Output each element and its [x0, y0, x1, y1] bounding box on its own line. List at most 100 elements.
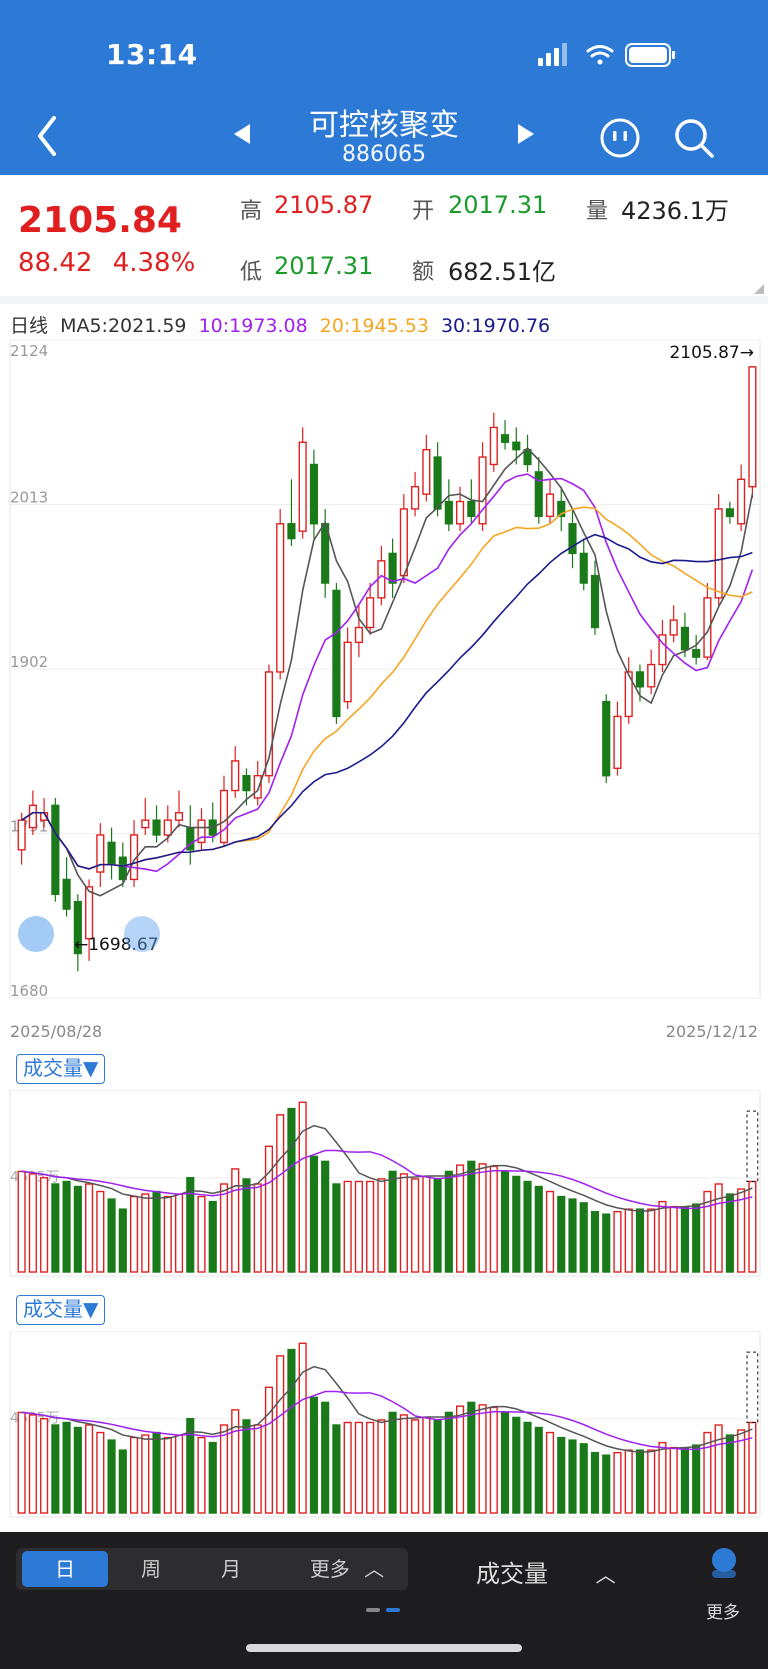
chat-icon[interactable]	[598, 116, 642, 160]
battery-icon	[625, 43, 675, 67]
volume-bar	[242, 1419, 251, 1514]
vol-ma10-line	[21, 1149, 753, 1210]
candle	[96, 834, 105, 873]
candle	[725, 508, 734, 518]
volume-bar	[163, 1436, 172, 1514]
volume-bar	[456, 1164, 465, 1273]
period-more-tab[interactable]: 更多 ︿	[292, 1548, 402, 1590]
period-month-tab[interactable]: 月	[221, 1557, 241, 1581]
volume-bar	[253, 1183, 262, 1273]
candle	[635, 671, 645, 688]
volume-bar	[725, 1193, 734, 1273]
indicator-chevron-up-icon: ︿	[595, 1563, 616, 1587]
volume-bar	[557, 1195, 566, 1273]
volume-bar	[264, 1386, 274, 1514]
candle	[512, 441, 521, 451]
candle	[534, 471, 543, 518]
candle	[444, 500, 453, 525]
volume-bar	[748, 1180, 757, 1273]
candlestick-chart[interactable]: 212420131902179116802105.87→←1698.67	[0, 338, 768, 1018]
volume-bar	[141, 1193, 150, 1273]
volume-bar	[489, 1165, 498, 1273]
candle	[17, 819, 26, 851]
volume-bar	[456, 1405, 465, 1514]
volume-bar	[298, 1342, 307, 1514]
search-icon[interactable]	[672, 116, 716, 160]
quote-panel	[0, 175, 768, 297]
open-value: 2017.31	[448, 191, 548, 219]
volume-bar	[613, 1210, 622, 1273]
back-icon[interactable]	[30, 112, 66, 160]
volume-bar	[197, 1436, 206, 1514]
volume-bar	[568, 1439, 577, 1514]
volume-bar	[658, 1441, 667, 1514]
stock-code: 886065	[342, 142, 426, 167]
low-value: 2017.31	[274, 252, 374, 280]
chevron-up-icon: ︿	[364, 1557, 385, 1581]
candle	[399, 508, 408, 577]
volume-bar	[129, 1195, 139, 1273]
volume-bar	[602, 1454, 611, 1514]
volume-chart-2[interactable]: 4635万	[0, 1331, 768, 1519]
amount-label: 额	[412, 260, 435, 285]
volume-indicator-button-2[interactable]: 成交量▼	[16, 1295, 106, 1325]
volume-bar	[129, 1436, 139, 1514]
candle	[377, 560, 386, 599]
period-week-tab[interactable]: 周	[141, 1557, 161, 1581]
ma5-label: MA5:2021.59	[60, 315, 187, 337]
volume-bar	[737, 1429, 746, 1514]
volume-bar	[433, 1419, 442, 1514]
volume-bar	[422, 1175, 431, 1273]
period-day-tab[interactable]: 日	[22, 1551, 108, 1587]
volume-bar	[118, 1449, 127, 1514]
volume-bar	[377, 1178, 386, 1273]
candle	[422, 448, 431, 495]
volume-bar	[73, 1185, 82, 1273]
prev-stock-icon[interactable]	[234, 124, 250, 144]
volume-bar	[287, 1348, 296, 1514]
volume-bar	[17, 1411, 26, 1514]
candle	[590, 574, 600, 629]
volume-chart-1[interactable]: 4635万	[0, 1090, 768, 1278]
candle	[478, 456, 487, 525]
change-percent: 4.38%	[112, 248, 196, 278]
volume-frame	[9, 1331, 761, 1518]
volume-bar	[231, 1168, 240, 1273]
more-menu-label[interactable]: 更多	[706, 1603, 740, 1623]
candle	[624, 671, 633, 718]
wifi-icon	[586, 45, 614, 65]
volume-bar	[703, 1431, 712, 1514]
expand-corner-icon[interactable]	[754, 284, 764, 294]
volume-bar	[309, 1396, 318, 1514]
volume-bar	[680, 1446, 689, 1514]
volume-bar	[377, 1419, 386, 1514]
volume-bar	[40, 1177, 49, 1273]
volume-bar	[17, 1170, 26, 1273]
y-tick-label: 2013	[10, 489, 48, 507]
vol-ma10-line	[21, 1390, 753, 1451]
volume-bar	[242, 1178, 251, 1273]
volume-bar	[366, 1421, 375, 1514]
candle	[737, 478, 746, 525]
next-stock-icon[interactable]	[518, 124, 534, 144]
volume-label: 量	[586, 199, 609, 224]
volume-bar	[512, 1416, 521, 1514]
volume-bar	[51, 1424, 60, 1514]
volume-indicator-button-1[interactable]: 成交量▼	[16, 1054, 106, 1084]
status-time: 13:14	[106, 38, 198, 71]
forecast-volume-box	[746, 1351, 759, 1423]
vol-ma5-line	[21, 1365, 753, 1453]
candle	[253, 775, 262, 799]
more-menu-icon[interactable]	[710, 1546, 738, 1580]
volume-bar	[624, 1449, 633, 1514]
volume-bar	[28, 1173, 37, 1273]
volume-bar	[321, 1160, 330, 1273]
indicator-selector[interactable]: 成交量 ︿	[476, 1554, 616, 1589]
page-dot-2	[386, 1608, 400, 1612]
top-header: 13:14 可控核聚变 886065	[0, 0, 768, 175]
volume-bar	[680, 1205, 689, 1273]
volume-bar	[658, 1200, 667, 1273]
candle	[298, 441, 307, 532]
period-label: 日线	[10, 315, 49, 337]
volume-bar	[635, 1449, 645, 1514]
